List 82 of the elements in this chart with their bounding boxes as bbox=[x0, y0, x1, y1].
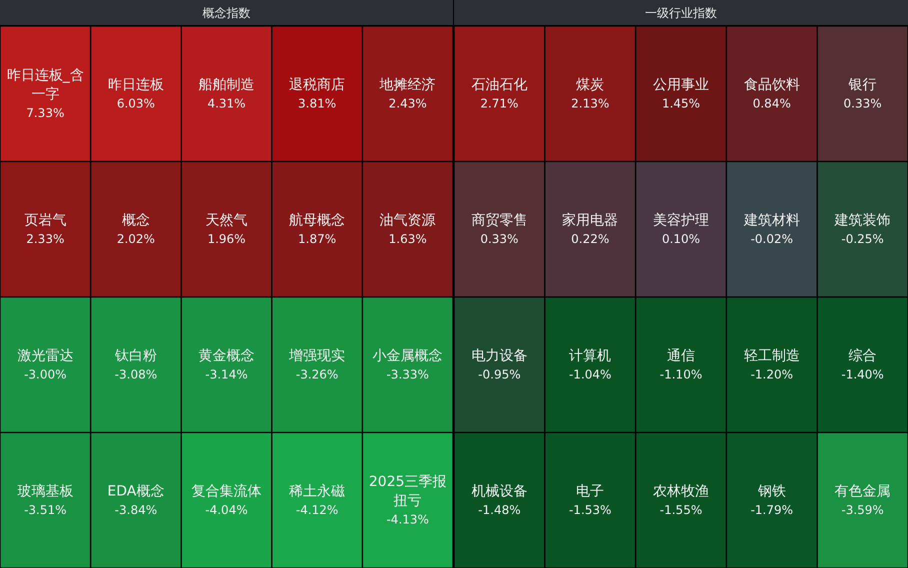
data-label: -1.55% bbox=[660, 502, 702, 517]
data-label: -3.08% bbox=[114, 367, 158, 382]
category-label: 航母概念 bbox=[289, 212, 346, 228]
data-label: -3.33% bbox=[386, 367, 429, 382]
data-label: -1.40% bbox=[841, 367, 884, 382]
data-label: 1.45% bbox=[662, 96, 700, 110]
category-label: 复合集流体 bbox=[192, 483, 262, 500]
data-label: -1.20% bbox=[750, 367, 794, 382]
category-label: 退税商店 bbox=[289, 76, 346, 93]
category-label: 石油石化 bbox=[471, 76, 528, 93]
category-label: 增强现实 bbox=[288, 348, 346, 364]
category-label: 稀土永磁 bbox=[289, 483, 346, 500]
data-label: -3.14% bbox=[205, 367, 248, 382]
data-label: 0.84% bbox=[752, 96, 791, 110]
data-label: -1.10% bbox=[660, 367, 702, 382]
data-label: 2.71% bbox=[480, 96, 518, 110]
category-label: 银行 bbox=[848, 76, 877, 93]
data-label: -0.02% bbox=[750, 232, 794, 246]
category-label: 建筑装饰 bbox=[834, 212, 891, 228]
data-label: -0.95% bbox=[478, 367, 521, 382]
data-label: -3.51% bbox=[24, 502, 67, 517]
category-label: 计算机 bbox=[569, 348, 612, 364]
data-label: -0.25% bbox=[841, 232, 884, 246]
category-label: 玻璃基板 bbox=[17, 483, 74, 500]
category-label: 2025三季报扭亏 bbox=[368, 474, 447, 509]
data-label: 2.43% bbox=[388, 96, 427, 110]
data-label: -4.13% bbox=[386, 512, 429, 526]
data-label: -1.04% bbox=[568, 367, 612, 382]
category-label: 钛白粉 bbox=[114, 348, 157, 364]
data-label: 1.96% bbox=[207, 232, 246, 246]
category-label: 油气资源 bbox=[380, 212, 436, 228]
data-label: 7.33% bbox=[26, 106, 64, 120]
data-label: 3.81% bbox=[298, 96, 336, 110]
category-label: 公用事业 bbox=[653, 76, 709, 93]
category-label: 美容护理 bbox=[653, 212, 709, 228]
data-label: 0.10% bbox=[662, 232, 700, 246]
category-label: 有色金属 bbox=[834, 483, 891, 500]
data-label: 1.63% bbox=[388, 232, 427, 246]
category-label: 轻工制造 bbox=[744, 348, 800, 364]
data-label: -1.48% bbox=[478, 502, 521, 517]
category-label: 昨日连板 bbox=[108, 76, 164, 93]
category-label: 农林牧渔 bbox=[653, 483, 709, 500]
category-label: 机械设备 bbox=[471, 483, 528, 500]
category-label: 商贸零售 bbox=[471, 212, 528, 228]
category-label: 地摊经济 bbox=[378, 76, 436, 93]
data-label: 0.22% bbox=[571, 232, 610, 246]
category-label: 激光雷达 bbox=[17, 348, 74, 364]
category-label: 昨日连板_含一字 bbox=[6, 67, 84, 102]
data-label: 0.33% bbox=[480, 232, 518, 246]
text: 概念指数 bbox=[202, 5, 252, 20]
category-label: 船舶制造 bbox=[198, 76, 254, 93]
data-label: 4.31% bbox=[207, 96, 246, 110]
category-label: 概念 bbox=[122, 212, 150, 228]
category-label: 页岩气 bbox=[24, 212, 66, 228]
data-label: 1.87% bbox=[298, 232, 336, 246]
data-label: 2.02% bbox=[116, 232, 155, 246]
category-label: 食品饮料 bbox=[744, 76, 800, 93]
data-label: -4.12% bbox=[296, 502, 338, 517]
text: 一级行业指数 bbox=[644, 5, 718, 20]
category-label: EDA概念 bbox=[107, 483, 164, 500]
category-label: 小金属概念 bbox=[372, 348, 443, 364]
category-label: 黄金概念 bbox=[198, 348, 254, 364]
category-label: 钢铁 bbox=[756, 483, 786, 500]
data-label: 2.13% bbox=[571, 96, 610, 110]
data-label: -1.53% bbox=[568, 502, 612, 517]
category-label: 综合 bbox=[848, 348, 877, 364]
data-label: 6.03% bbox=[116, 96, 155, 110]
data-label: -3.84% bbox=[114, 502, 158, 517]
data-label: -1.79% bbox=[750, 502, 794, 517]
data-label: -3.59% bbox=[841, 502, 884, 517]
data-label: 0.33% bbox=[844, 96, 882, 110]
category-label: 家用电器 bbox=[562, 212, 618, 228]
category-label: 建筑材料 bbox=[742, 212, 800, 228]
category-label: 电力设备 bbox=[471, 348, 528, 364]
data-label: -3.00% bbox=[24, 367, 67, 382]
category-label: 电子 bbox=[576, 483, 604, 500]
data-label: -3.26% bbox=[296, 367, 338, 382]
category-label: 通信 bbox=[667, 348, 695, 364]
data-label: -4.04% bbox=[205, 502, 248, 517]
data-label: 2.33% bbox=[26, 232, 64, 246]
category-label: 天然气 bbox=[206, 212, 248, 228]
category-label: 煤炭 bbox=[576, 76, 604, 93]
